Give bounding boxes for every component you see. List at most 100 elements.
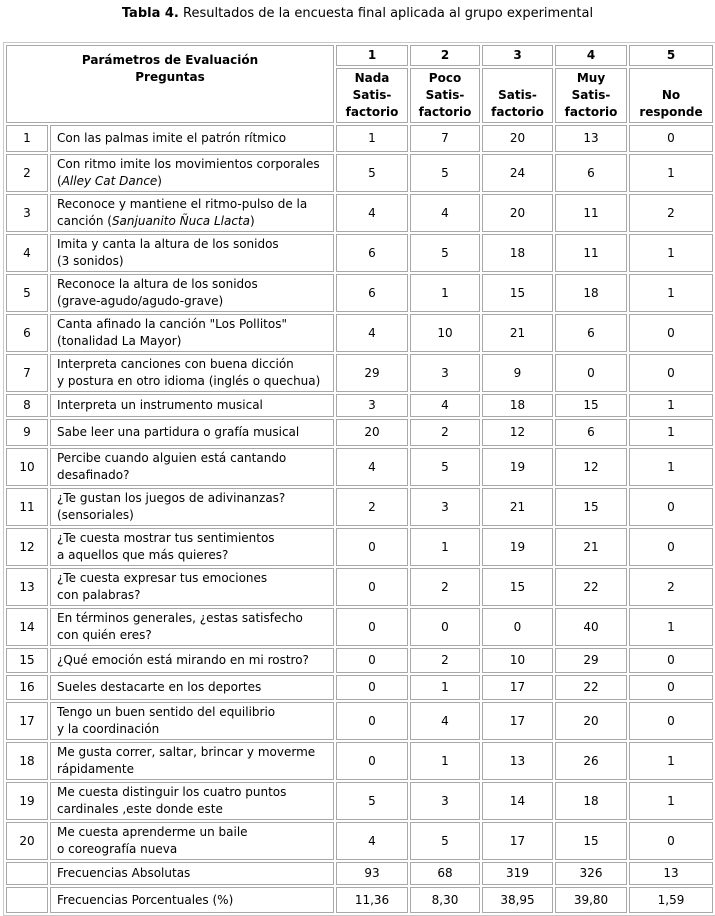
question-line: Interpreta un instrumento musical bbox=[57, 397, 327, 414]
value-cell-col1: 0 bbox=[336, 675, 408, 700]
value-cell-col2: 2 bbox=[410, 419, 480, 446]
question-text: Tengo un buen sentido del equilibrio y la… bbox=[50, 702, 334, 740]
value-cell-col2: 5 bbox=[410, 234, 480, 272]
value-cell-col3: 17 bbox=[482, 822, 553, 860]
value-cell-col3: 19 bbox=[482, 528, 553, 566]
value-cell-col2: 2 bbox=[410, 648, 480, 673]
value-cell-col3: 10 bbox=[482, 648, 553, 673]
question-number: 1 bbox=[6, 125, 48, 152]
value-cell-col1: 6 bbox=[336, 274, 408, 312]
totals-value-col5: 1,59 bbox=[629, 887, 713, 913]
value-cell-col1: 3 bbox=[336, 394, 408, 417]
question-text-segment: Me gusta correr, saltar, brincar y mover… bbox=[57, 745, 316, 759]
table-row: 14 En términos generales, ¿estas satisfec… bbox=[6, 608, 713, 646]
question-text: Sabe leer una partidura o grafía musical bbox=[50, 419, 334, 446]
value-cell-col3: 9 bbox=[482, 354, 553, 392]
table-row: 18 Me gusta correr, saltar, brincar y mov… bbox=[6, 742, 713, 780]
column-label-line: Satis- bbox=[498, 88, 537, 102]
value-cell-col3: 20 bbox=[482, 125, 553, 152]
question-number: 3 bbox=[6, 194, 48, 232]
question-text: Interpreta canciones con buena dicción y … bbox=[50, 354, 334, 392]
question-line: cardinales ,este donde este bbox=[57, 801, 327, 818]
value-cell-col5: 1 bbox=[629, 234, 713, 272]
value-cell-col1: 1 bbox=[336, 125, 408, 152]
question-line: Con ritmo imite los movimientos corporal… bbox=[57, 156, 327, 173]
question-text-segment: ¿Te gustan los juegos de adivinanzas? bbox=[57, 491, 286, 505]
value-cell-col5: 0 bbox=[629, 702, 713, 740]
question-text: Me gusta correr, saltar, brincar y mover… bbox=[50, 742, 334, 780]
question-text-segment: Me cuesta distinguir los cuatro puntos bbox=[57, 785, 287, 799]
question-text: ¿Qué emoción está mirando en mi rostro? bbox=[50, 648, 334, 673]
value-cell-col3: 18 bbox=[482, 234, 553, 272]
question-title-italic: Sanjuanito Ñuca Llacta bbox=[111, 214, 250, 228]
value-cell-col5: 1 bbox=[629, 742, 713, 780]
question-text: Percibe cuando alguien está cantando desa… bbox=[50, 448, 334, 486]
totals-row: Frecuencias Absolutas 93 68 319 326 13 bbox=[6, 862, 713, 885]
value-cell-col3: 12 bbox=[482, 419, 553, 446]
question-text: Reconoce y mantiene el ritmo-pulso de la… bbox=[50, 194, 334, 232]
question-text-segment: Reconoce la altura de los sonidos bbox=[57, 277, 258, 291]
question-text-segment: o coreografía nueva bbox=[57, 842, 178, 856]
parameters-subtitle: Preguntas bbox=[135, 70, 205, 84]
value-cell-col3: 14 bbox=[482, 782, 553, 820]
question-line: (Alley Cat Dance) bbox=[57, 173, 327, 190]
question-line: (3 sonidos) bbox=[57, 253, 327, 270]
value-cell-col5: 1 bbox=[629, 274, 713, 312]
question-text-segment: ( bbox=[57, 174, 62, 188]
empty-cell bbox=[6, 862, 48, 885]
value-cell-col4: 26 bbox=[555, 742, 627, 780]
question-line: Interpreta canciones con buena dicción bbox=[57, 356, 327, 373]
value-cell-col4: 0 bbox=[555, 354, 627, 392]
question-number: 17 bbox=[6, 702, 48, 740]
question-text: ¿Te cuesta mostrar tus sentimientos a aqu… bbox=[50, 528, 334, 566]
value-cell-col3: 21 bbox=[482, 488, 553, 526]
value-cell-col2: 2 bbox=[410, 568, 480, 606]
table-row: 5 Reconoce la altura de los sonidos (grave… bbox=[6, 274, 713, 312]
question-number: 6 bbox=[6, 314, 48, 352]
totals-value-col4: 39,80 bbox=[555, 887, 627, 913]
value-cell-col5: 1 bbox=[629, 419, 713, 446]
question-text-segment: Percibe cuando alguien está cantando bbox=[57, 451, 287, 465]
totals-value-col4: 326 bbox=[555, 862, 627, 885]
value-cell-col3: 24 bbox=[482, 154, 553, 192]
table-row: 20 Me cuesta aprenderme un baile o coreogr… bbox=[6, 822, 713, 860]
question-text: Con las palmas imite el patrón rítmico bbox=[50, 125, 334, 152]
value-cell-col2: 3 bbox=[410, 488, 480, 526]
value-cell-col1: 0 bbox=[336, 528, 408, 566]
totals-label: Frecuencias Porcentuales (%) bbox=[50, 887, 334, 913]
table-row: 1 Con las palmas imite el patrón rítmico 1… bbox=[6, 125, 713, 152]
table-row: 3 Reconoce y mantiene el ritmo-pulso de l… bbox=[6, 194, 713, 232]
totals-value-col5: 13 bbox=[629, 862, 713, 885]
parameters-title: Parámetros de Evaluación bbox=[81, 53, 259, 67]
table-row: 2 Con ritmo imite los movimientos corpora… bbox=[6, 154, 713, 192]
question-text-segment: ¿Te cuesta expresar tus emociones bbox=[57, 571, 268, 585]
question-text-segment: y postura en otro idioma (inglés o quech… bbox=[57, 374, 321, 388]
question-text-segment: con palabras? bbox=[57, 588, 141, 602]
question-line: Imita y canta la altura de los sonidos bbox=[57, 236, 327, 253]
caption-label: Tabla 4. bbox=[121, 6, 179, 21]
value-cell-col5: 1 bbox=[629, 448, 713, 486]
parameters-header: Parámetros de Evaluación Preguntas bbox=[6, 45, 334, 123]
value-cell-col5: 1 bbox=[629, 154, 713, 192]
value-cell-col4: 22 bbox=[555, 675, 627, 700]
question-number: 2 bbox=[6, 154, 48, 192]
value-cell-col1: 0 bbox=[336, 568, 408, 606]
column-label-line: factorio bbox=[418, 105, 472, 119]
value-cell-col4: 22 bbox=[555, 568, 627, 606]
question-line: ¿Qué emoción está mirando en mi rostro? bbox=[57, 652, 327, 669]
table-row: 10 Percibe cuando alguien está cantando de… bbox=[6, 448, 713, 486]
value-cell-col2: 7 bbox=[410, 125, 480, 152]
totals-value-col2: 8,30 bbox=[410, 887, 480, 913]
value-cell-col2: 3 bbox=[410, 782, 480, 820]
question-text-segment: (grave-agudo/agudo-grave) bbox=[57, 294, 224, 308]
question-line: (grave-agudo/agudo-grave) bbox=[57, 293, 327, 310]
value-cell-col5: 0 bbox=[629, 314, 713, 352]
question-text: Interpreta un instrumento musical bbox=[50, 394, 334, 417]
value-cell-col4: 18 bbox=[555, 782, 627, 820]
value-cell-col5: 0 bbox=[629, 528, 713, 566]
question-text-segment: (3 sonidos) bbox=[57, 254, 124, 268]
question-line: Tengo un buen sentido del equilibrio bbox=[57, 704, 327, 721]
value-cell-col3: 17 bbox=[482, 702, 553, 740]
column-label-2: Poco Satis-factorio bbox=[410, 68, 480, 123]
question-line: con quién eres? bbox=[57, 627, 327, 644]
